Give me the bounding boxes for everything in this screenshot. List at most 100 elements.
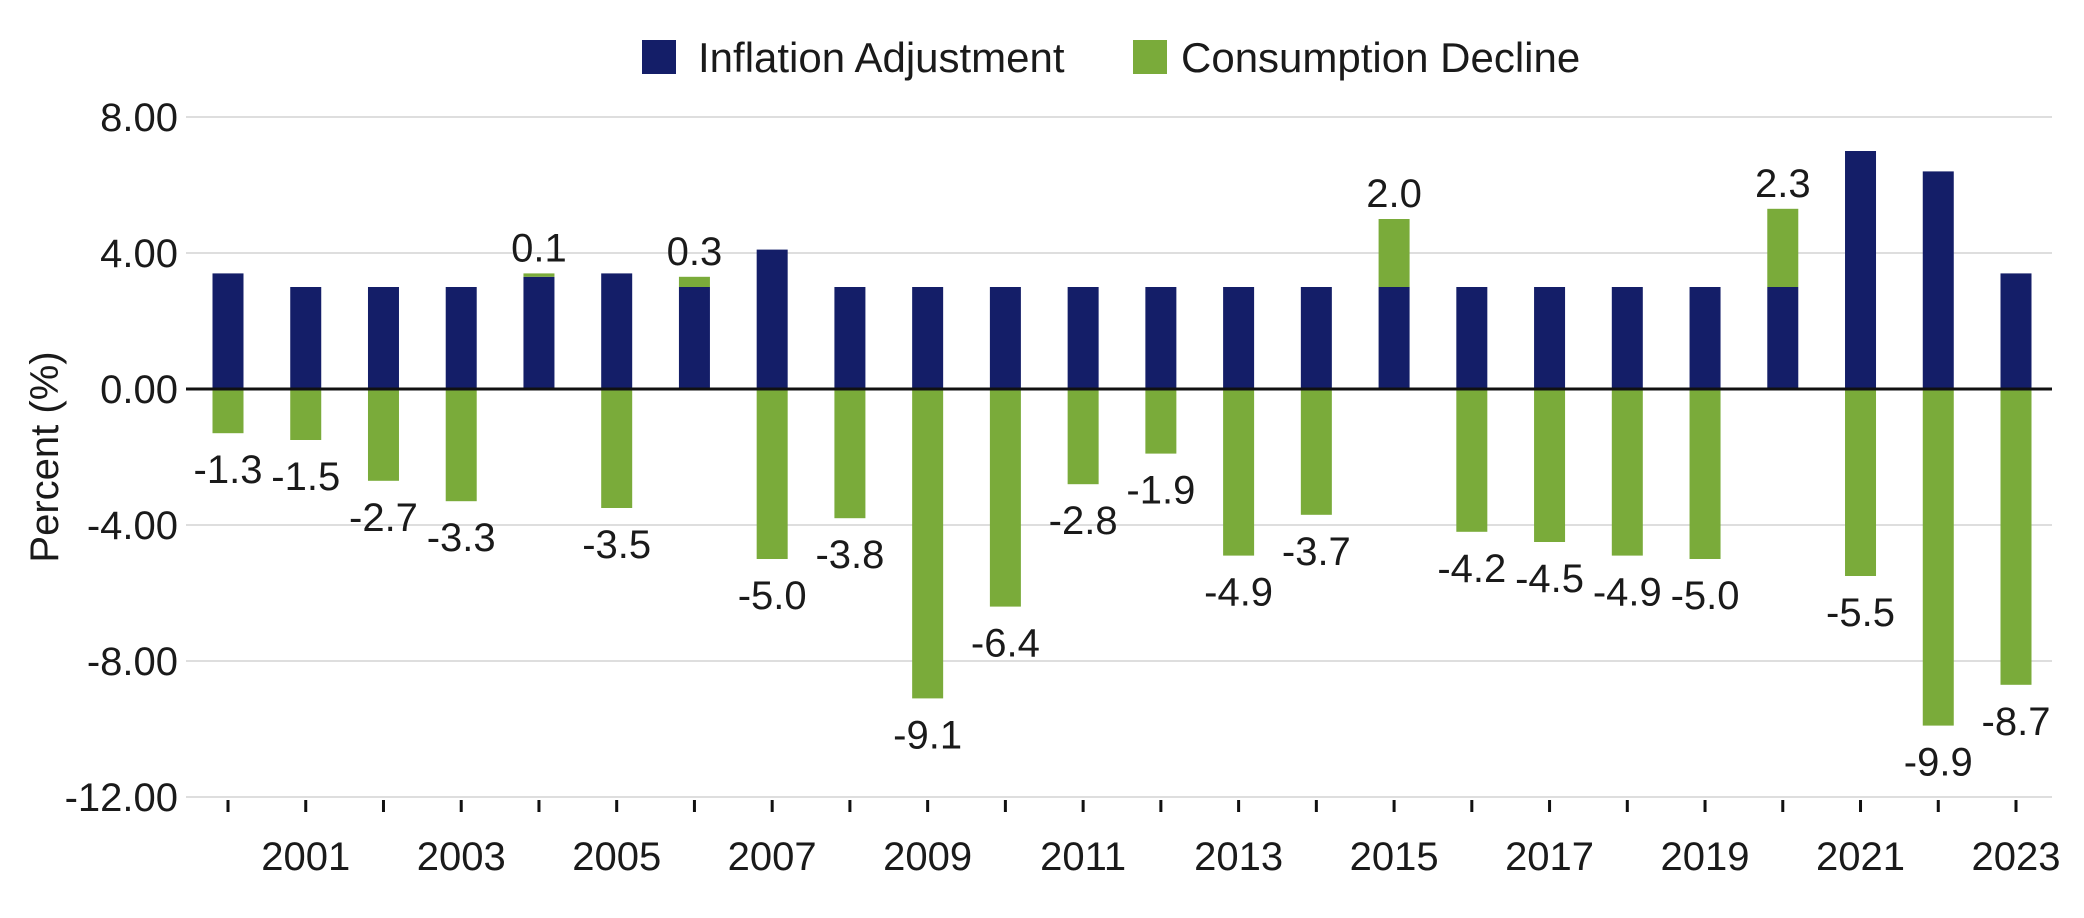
bar-consumption-decline [1223, 389, 1255, 556]
bar-consumption-decline [678, 276, 710, 287]
bar-inflation-adjustment [1378, 287, 1410, 389]
x-tick-label: 2019 [1661, 835, 1750, 879]
bar-consumption-decline [1767, 208, 1799, 287]
bar-inflation-adjustment [1767, 287, 1799, 389]
bar-inflation-adjustment [1300, 287, 1332, 389]
bar-consumption-decline [1378, 219, 1410, 287]
data-label-consumption-decline: -8.7 [1982, 700, 2051, 744]
bar-inflation-adjustment [1689, 287, 1721, 389]
gridlines [186, 116, 2052, 798]
data-label-consumption-decline: -5.0 [738, 574, 807, 618]
bars [212, 151, 2032, 726]
bar-consumption-decline [1067, 389, 1099, 485]
data-label-consumption-decline: -1.9 [1126, 469, 1195, 513]
data-label-consumption-decline: -4.9 [1204, 571, 1273, 615]
bar-inflation-adjustment [1845, 151, 1877, 389]
bar-consumption-decline [1845, 389, 1877, 576]
bar-consumption-decline [1922, 389, 1954, 726]
data-label-consumption-decline: -1.3 [194, 448, 263, 492]
bar-consumption-decline [989, 389, 1021, 607]
data-label-consumption-decline: -3.8 [815, 533, 884, 577]
bar-inflation-adjustment [1145, 287, 1177, 389]
bar-consumption-decline [756, 389, 788, 559]
x-tick-label: 2003 [417, 835, 506, 879]
y-tick-label: -12.00 [65, 776, 178, 820]
bar-consumption-decline [1145, 389, 1177, 454]
legend-swatch-consumption-decline [1133, 40, 1167, 74]
data-label-consumption-decline: -4.2 [1437, 547, 1506, 591]
x-tick-label: 2015 [1350, 835, 1439, 879]
bar-inflation-adjustment [912, 287, 944, 389]
bar-inflation-adjustment [445, 287, 477, 389]
legend-swatch-inflation-adjustment [642, 40, 676, 74]
bar-inflation-adjustment [2000, 273, 2032, 389]
bar-inflation-adjustment [1456, 287, 1488, 389]
bar-consumption-decline [445, 389, 477, 502]
x-tick-label: 2009 [883, 835, 972, 879]
data-label-consumption-decline: -3.3 [427, 516, 496, 560]
bar-inflation-adjustment [601, 273, 633, 389]
bar-inflation-adjustment [1922, 171, 1954, 389]
data-label-consumption-decline: -9.1 [893, 713, 962, 757]
x-tick-label: 2001 [261, 835, 350, 879]
data-label-consumption-decline: -1.5 [271, 455, 340, 499]
bar-consumption-decline [1456, 389, 1488, 532]
data-label-consumption-decline: -5.5 [1826, 591, 1895, 635]
bar-inflation-adjustment [678, 287, 710, 389]
bar-inflation-adjustment [1223, 287, 1255, 389]
legend: Inflation Adjustment Consumption Decline [642, 34, 1580, 81]
y-tick-label: -8.00 [87, 640, 178, 684]
bar-consumption-decline [1689, 389, 1721, 559]
y-tick-label: 0.00 [100, 368, 178, 412]
x-tick-label: 2017 [1505, 835, 1594, 879]
data-label-consumption-decline: -5.0 [1671, 574, 1740, 618]
x-tick-label: 2007 [728, 835, 817, 879]
data-label-consumption-decline: 0.3 [667, 230, 723, 274]
legend-label-inflation-adjustment: Inflation Adjustment [698, 34, 1065, 81]
bar-consumption-decline [367, 389, 399, 481]
data-label-consumption-decline: 0.1 [511, 226, 567, 270]
data-label-consumption-decline: -4.9 [1593, 571, 1662, 615]
x-tick-label: 2011 [1040, 835, 1126, 879]
x-tick-label: 2005 [572, 835, 661, 879]
y-tick-label: 8.00 [100, 96, 178, 140]
y-axis-ticks: 8.00 4.00 0.00 -4.00 -8.00 -12.00 [65, 96, 178, 820]
y-tick-label: -4.00 [87, 504, 178, 548]
data-label-consumption-decline: 2.0 [1366, 172, 1422, 216]
bar-consumption-decline [1534, 389, 1566, 542]
bar-inflation-adjustment [989, 287, 1021, 389]
data-label-consumption-decline: -9.9 [1904, 741, 1973, 785]
bar-consumption-decline [212, 389, 244, 434]
bar-consumption-decline [834, 389, 866, 519]
bar-inflation-adjustment [367, 287, 399, 389]
data-labels: -1.3 -1.5-2.7 -3.30.1-3.50.3-5.0-3.8-9.1-6… [194, 162, 2051, 785]
bar-consumption-decline [1611, 389, 1643, 556]
bar-inflation-adjustment [1611, 287, 1643, 389]
x-axis-ticks: 2001 2003 2005 2007 2009 2011 2013 2015 2017 2019… [226, 800, 2060, 879]
bar-inflation-adjustment [834, 287, 866, 389]
data-label-consumption-decline: -2.7 [349, 496, 418, 540]
bar-inflation-adjustment [756, 249, 788, 389]
bar-consumption-decline [523, 273, 555, 277]
y-tick-label: 4.00 [100, 232, 178, 276]
data-label-consumption-decline: -2.8 [1049, 499, 1118, 543]
x-tick-label: 2013 [1194, 835, 1283, 879]
bar-consumption-decline [2000, 389, 2032, 685]
bar-consumption-decline [1300, 389, 1332, 515]
bar-inflation-adjustment [1534, 287, 1566, 389]
data-label-consumption-decline: -3.7 [1282, 530, 1351, 574]
bar-inflation-adjustment [1067, 287, 1099, 389]
bar-consumption-decline [290, 389, 322, 440]
y-axis-title: Percent (%) [23, 351, 67, 562]
legend-label-consumption-decline: Consumption Decline [1181, 34, 1580, 81]
bar-consumption-decline [912, 389, 944, 699]
bar-inflation-adjustment [290, 287, 322, 389]
bar-inflation-adjustment [523, 276, 555, 389]
data-label-consumption-decline: -4.5 [1515, 557, 1584, 601]
data-label-consumption-decline: -6.4 [971, 622, 1040, 666]
bar-inflation-adjustment [212, 273, 244, 389]
data-label-consumption-decline: 2.3 [1755, 162, 1811, 206]
data-label-consumption-decline: -3.5 [582, 523, 651, 567]
bar-consumption-decline [601, 389, 633, 508]
